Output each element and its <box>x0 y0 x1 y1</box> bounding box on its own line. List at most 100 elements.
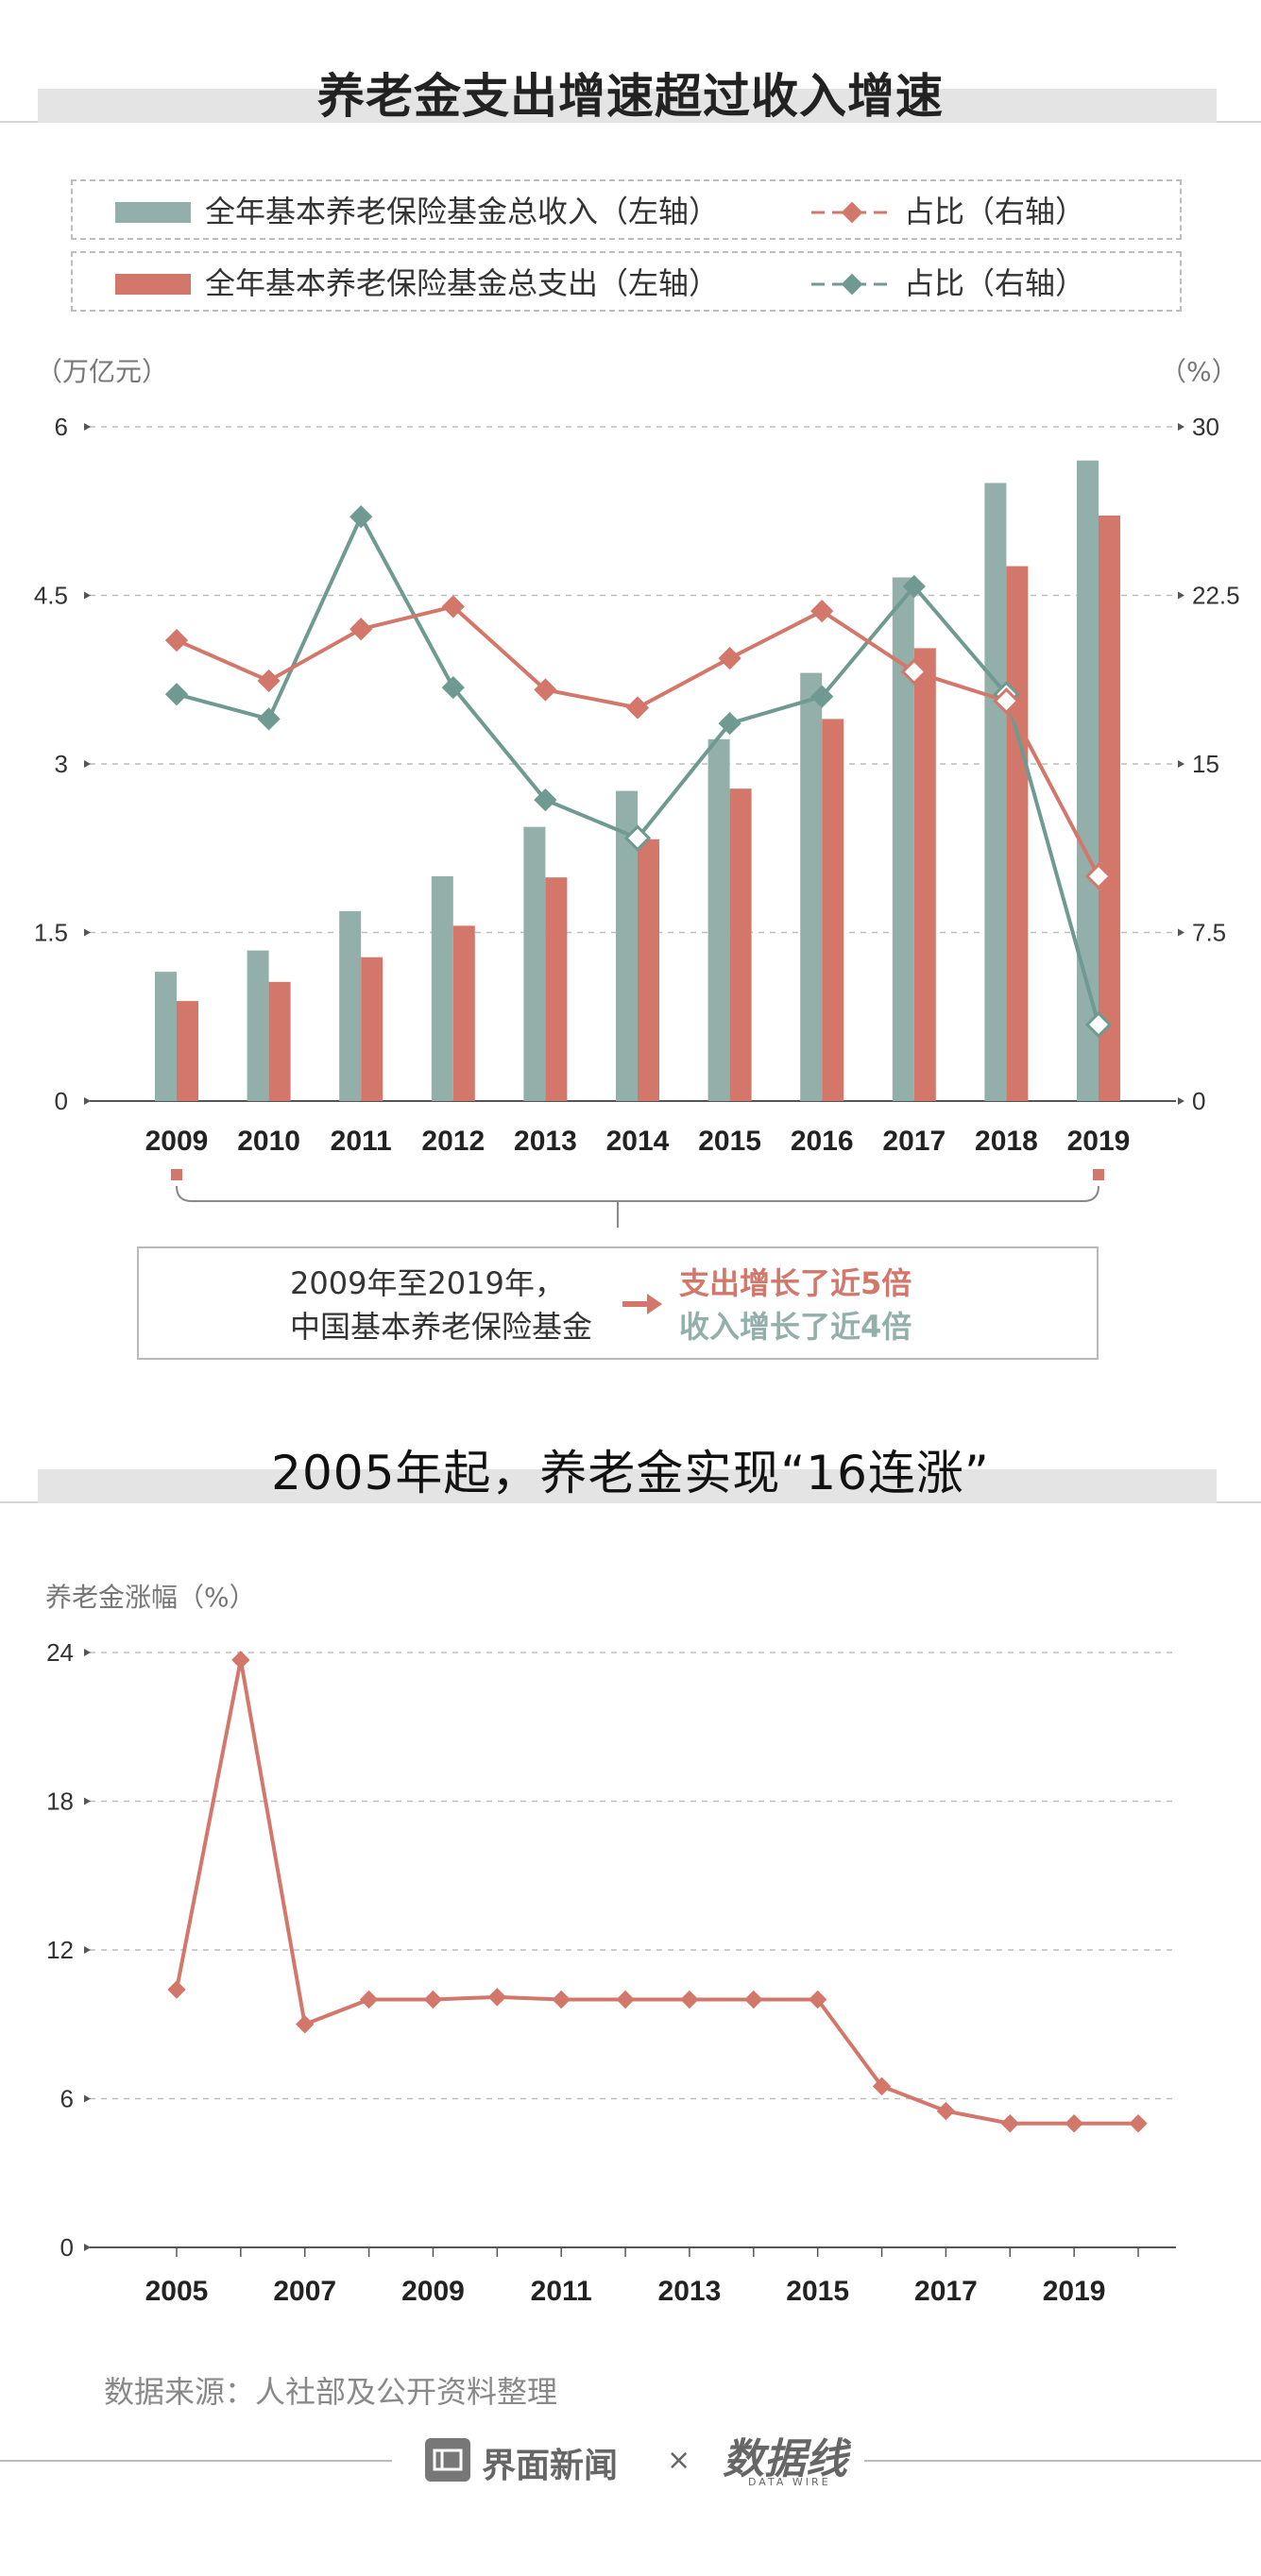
right-tick-label: 30 <box>1192 413 1219 441</box>
legend-row-income: 全年基本养老保险基金总收入（左轴） 占比（右轴） <box>71 179 1182 240</box>
pension-increase-point <box>359 1990 379 2009</box>
pension-axis-unit: 养老金涨幅（%） <box>45 1582 256 1613</box>
left-tick-mark <box>84 591 91 600</box>
income-ratio-point <box>257 707 281 731</box>
y-tick-label: 12 <box>46 1936 74 1964</box>
income-ratio-point <box>718 712 741 736</box>
partner-sub: DATA WIRE <box>748 2476 831 2488</box>
x-tick-label: 2009 <box>401 2276 465 2307</box>
expense-ratio-point <box>164 628 189 652</box>
expense-ratio-point <box>900 658 928 686</box>
income-bar <box>339 910 362 1101</box>
y-tick-mark <box>84 1946 91 1954</box>
right-tick-mark <box>1178 928 1184 937</box>
income-bar <box>892 577 914 1101</box>
x-tick-label: 2012 <box>421 1126 485 1157</box>
x-tick-label: 2005 <box>145 2276 209 2307</box>
title-background <box>38 89 1217 123</box>
legend-income-ratio-label: 占比（右轴） <box>904 194 1086 229</box>
expense-bar <box>913 648 936 1101</box>
brand-name: 界面新闻 <box>482 2447 619 2485</box>
pension-increase-line <box>175 1659 1138 2126</box>
summary-expense-text: 支出增长了近5倍 <box>679 1265 912 1301</box>
pension-increase-point <box>1129 2114 1148 2133</box>
income-ratio-point <box>441 675 465 700</box>
right-tick-mark <box>1178 591 1184 600</box>
legend-income-label: 全年基本养老保险基金总收入（左轴） <box>205 194 720 229</box>
income-bar <box>523 826 546 1101</box>
left-axis-unit: （万亿元） <box>36 356 169 387</box>
brand-logo-icon <box>425 2438 470 2482</box>
expense-bar <box>545 877 568 1101</box>
income-ratio-point <box>534 788 557 812</box>
left-tick-mark <box>84 1097 91 1105</box>
income-bar <box>616 790 638 1101</box>
y-tick-mark <box>84 2094 91 2103</box>
expense-ratio-point <box>625 696 650 720</box>
y-tick-label: 24 <box>46 1638 74 1667</box>
y-tick-label: 6 <box>60 2085 74 2113</box>
pension-increase-point <box>487 1988 507 2007</box>
bracket <box>176 1185 1099 1202</box>
pension-increase-point <box>1065 2114 1083 2133</box>
bracket-end-marker <box>1093 1169 1104 1180</box>
data-source: 数据来源：人社部及公开资料整理 <box>104 2374 558 2410</box>
x-tick-label: 2009 <box>145 1126 209 1157</box>
expense-bar <box>177 1001 198 1101</box>
expense-bar <box>729 788 752 1101</box>
income-bar <box>1077 460 1099 1101</box>
income-ratio-point <box>810 685 834 708</box>
expense-bar <box>822 719 844 1101</box>
income-ratio-point <box>623 824 652 852</box>
pension-increase-point <box>936 2101 956 2121</box>
expense-bar <box>452 925 475 1101</box>
expense-ratio-point <box>1084 862 1113 890</box>
pension-increase-point <box>552 1990 571 2009</box>
pension-increase-point <box>167 1980 186 1999</box>
income-bar <box>155 972 177 1101</box>
pension-increase-point <box>616 1990 635 2009</box>
summary-line1: 2009年至2019年， <box>290 1265 565 1301</box>
footer-line-right <box>864 2460 1261 2462</box>
times-sign: × <box>667 2444 691 2477</box>
pension-increase-point <box>1000 2114 1019 2133</box>
pension-increase-point <box>808 1990 827 2009</box>
left-tick-label: 4.5 <box>34 582 68 610</box>
expense-ratio-point <box>349 618 373 641</box>
expense-bar <box>638 839 659 1101</box>
pension-increase-point <box>231 1651 250 1669</box>
right-tick-mark <box>1178 423 1184 431</box>
expense-ratio-legend-line <box>811 201 893 224</box>
x-tick-label: 2018 <box>975 1126 1038 1157</box>
x-tick-label: 2019 <box>1043 2276 1106 2307</box>
y-tick-mark <box>84 1649 91 1656</box>
income-swatch <box>115 202 191 223</box>
x-tick-label: 2016 <box>791 1126 854 1157</box>
pension-increase-point <box>872 2076 892 2096</box>
legend-row-expense: 全年基本养老保险基金总支出（左轴） 占比（右轴） <box>71 251 1182 312</box>
right-tick-label: 0 <box>1192 1087 1205 1115</box>
expense-bar <box>268 981 291 1101</box>
pension-increase-point <box>680 1990 699 2009</box>
pension-increase-point <box>423 1990 443 2009</box>
x-tick-label: 2019 <box>1067 1126 1131 1157</box>
section1-title: 养老金支出增速超过收入增速 <box>317 69 944 124</box>
x-tick-label: 2013 <box>658 2276 722 2307</box>
income-ratio-legend-line <box>811 273 893 296</box>
right-axis-unit: （%） <box>1160 356 1238 387</box>
chart-income-expense: 0 0 1.5 7.5 3 15 4.5 22.5 6 30 2009 2010 2011 2012 201… <box>34 413 1240 1228</box>
expense-ratio-point <box>810 600 834 623</box>
expense-ratio-point <box>993 687 1020 715</box>
income-ratio-point <box>1084 1010 1113 1039</box>
expense-swatch <box>115 274 191 295</box>
expense-ratio-point <box>257 669 281 693</box>
left-tick-label: 3 <box>55 750 68 778</box>
x-tick-label: 2011 <box>531 2276 592 2307</box>
income-bar <box>800 672 823 1101</box>
right-tick-label: 7.5 <box>1192 919 1226 947</box>
right-tick-mark <box>1178 760 1184 768</box>
right-tick-mark <box>1178 1097 1184 1105</box>
footer-line-left <box>0 2460 392 2462</box>
income-bar <box>707 738 730 1101</box>
x-tick-label: 2007 <box>273 2276 336 2307</box>
